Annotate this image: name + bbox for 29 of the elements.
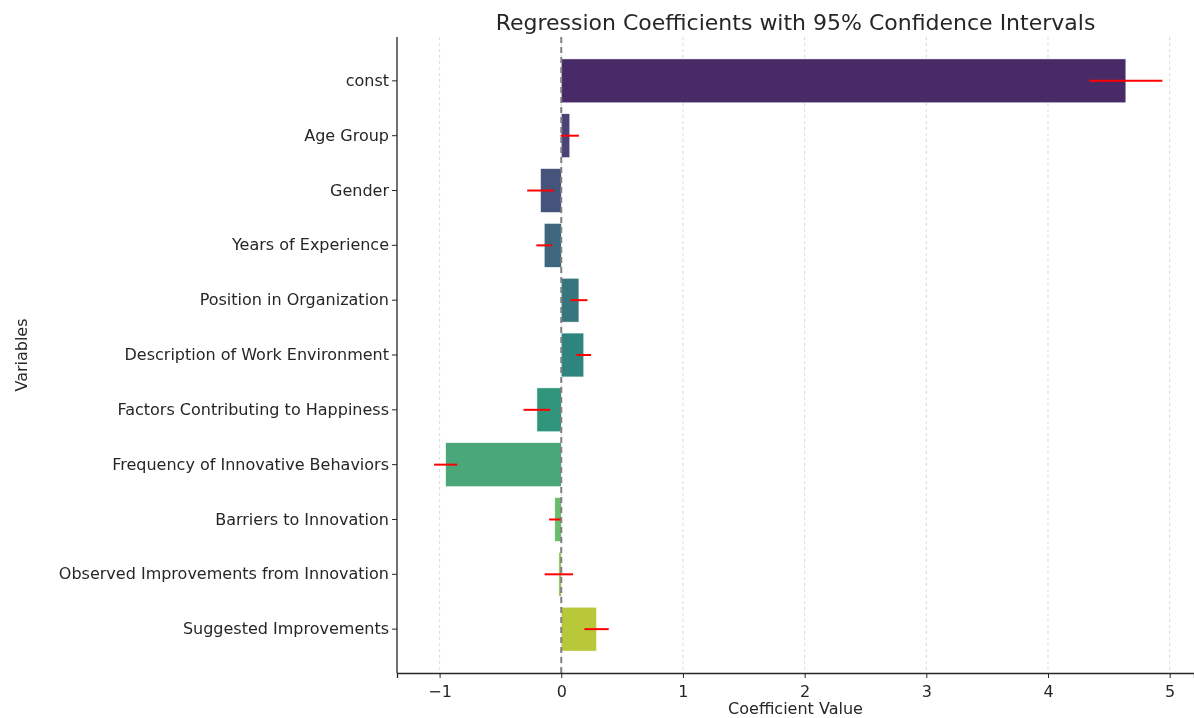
bar [561, 58, 1127, 104]
y-tick-label: Suggested Improvements [182, 619, 389, 639]
y-tick-label: const [345, 70, 389, 90]
y-tick-label: Age Group [304, 125, 389, 145]
bar [561, 332, 585, 378]
y-tick-label: Gender [330, 180, 390, 200]
y-axis-title: Variables [12, 318, 31, 392]
x-tick-label: 4 [1043, 682, 1054, 701]
x-tick-label: −1 [428, 682, 452, 701]
bar [445, 442, 562, 487]
y-tick-label: Years of Experience [230, 235, 389, 255]
chart-title: Regression Coefficients with 95% Confidence Intervals [495, 10, 1096, 35]
y-tick-label: Observed Improvements from Innovation [58, 564, 389, 584]
x-tick-label: 0 [556, 682, 567, 701]
bar [561, 606, 597, 652]
x-axis-title: Coefficient Value [728, 699, 863, 718]
bar [536, 387, 562, 433]
x-tick-label: 2 [800, 682, 811, 701]
y-tick-label: Position in Organization [199, 290, 389, 310]
y-tick-label: Frequency of Innovative Behaviors [112, 454, 389, 474]
bar [543, 223, 562, 268]
x-tick-label: 1 [678, 682, 689, 701]
y-tick-label: Description of Work Environment [124, 345, 389, 365]
y-tick-label: Factors Contributing to Happiness [117, 399, 389, 419]
x-tick-label: 3 [921, 682, 932, 701]
x-tick-label: 5 [1165, 682, 1176, 701]
bar [540, 168, 562, 213]
bar [561, 277, 580, 323]
y-tick-label: Barriers to Innovation [215, 509, 389, 529]
